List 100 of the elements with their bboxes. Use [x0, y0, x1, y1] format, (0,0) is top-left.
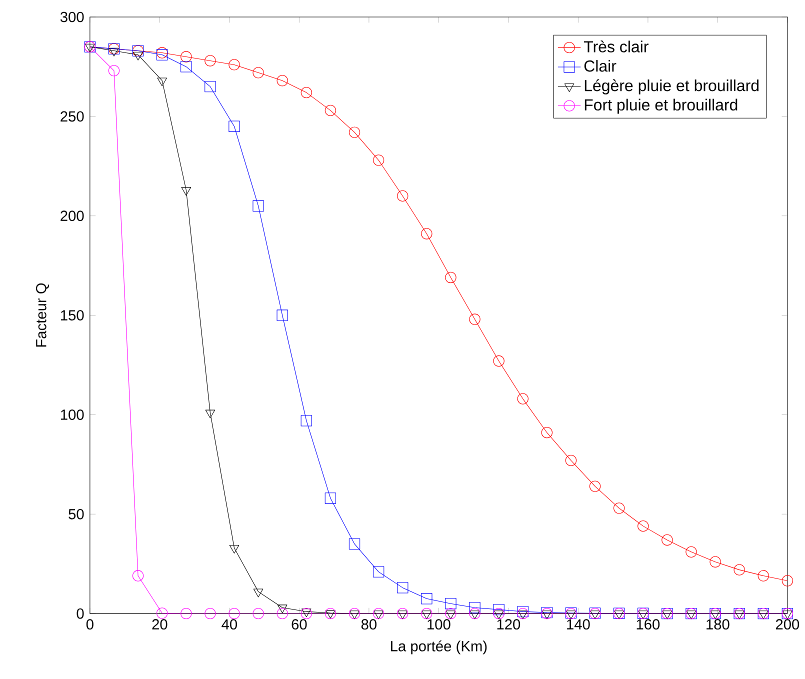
point — [252, 608, 264, 620]
point — [204, 608, 216, 620]
point — [421, 608, 432, 620]
point — [445, 608, 456, 620]
point — [350, 610, 360, 620]
y-tick-label: 50 — [68, 509, 84, 520]
x-tick-label: 100 — [428, 619, 450, 630]
legend-label: Légère pluie et brouillard — [584, 80, 759, 95]
point — [494, 610, 504, 620]
point — [300, 87, 312, 98]
point — [734, 564, 745, 576]
x-tick-label: 200 — [776, 619, 800, 630]
point — [686, 546, 697, 558]
point — [300, 415, 312, 427]
point — [590, 610, 600, 620]
point — [181, 187, 192, 196]
point — [229, 545, 240, 554]
point — [276, 310, 288, 322]
point — [252, 200, 264, 212]
point — [589, 480, 601, 492]
point — [422, 610, 432, 620]
point — [108, 65, 120, 77]
x-tick-label: 40 — [222, 619, 238, 630]
point — [132, 570, 144, 582]
point — [493, 604, 504, 616]
legend-label: Très clair — [584, 40, 648, 53]
point — [205, 410, 216, 419]
point — [421, 593, 432, 604]
y-axis-title: Facteur Q — [36, 284, 49, 347]
y-tick-label: 300 — [60, 12, 84, 22]
point — [157, 78, 167, 86]
point — [372, 566, 384, 578]
point — [276, 75, 288, 86]
point — [324, 492, 336, 504]
point — [758, 570, 769, 582]
point — [782, 575, 794, 587]
legend-label: Fort pluie et brouillard — [584, 99, 738, 114]
x-tick-label: 20 — [152, 619, 168, 630]
point — [324, 105, 336, 116]
x-tick-label: 80 — [361, 619, 377, 630]
point — [398, 610, 408, 620]
legend-label: Clair — [584, 60, 616, 72]
point — [204, 55, 216, 67]
point — [662, 534, 673, 546]
point — [228, 59, 240, 71]
x-axis-title: La portée (Km) — [391, 640, 487, 655]
point — [348, 538, 360, 550]
point — [156, 608, 168, 619]
y-tick-label: 150 — [61, 310, 84, 321]
point — [180, 51, 192, 63]
point — [542, 610, 552, 620]
y-tick-label: 250 — [60, 111, 84, 122]
point — [253, 588, 264, 598]
point — [469, 314, 480, 326]
point — [470, 610, 480, 620]
point — [421, 228, 432, 240]
x-tick-label: 140 — [567, 619, 590, 630]
point — [782, 610, 792, 620]
x-tick-label: 0 — [86, 619, 94, 630]
point — [446, 610, 456, 620]
point — [614, 610, 624, 620]
point — [228, 120, 240, 132]
point — [445, 272, 456, 284]
point — [397, 608, 408, 620]
point — [734, 610, 744, 620]
point — [541, 427, 553, 438]
point — [252, 67, 264, 78]
point — [566, 610, 576, 620]
point — [397, 582, 408, 594]
x-tick-label: 180 — [706, 619, 730, 630]
point — [133, 52, 143, 61]
x-tick-label: 120 — [497, 619, 520, 630]
point — [85, 44, 95, 53]
point — [638, 520, 649, 532]
point — [228, 608, 240, 620]
point — [493, 356, 504, 367]
point — [348, 608, 360, 620]
point — [372, 608, 384, 620]
point — [662, 610, 672, 620]
x-tick-label: 60 — [292, 619, 307, 630]
point — [372, 154, 384, 166]
point — [493, 608, 504, 620]
point — [180, 61, 192, 73]
point — [397, 190, 408, 202]
point — [445, 598, 456, 610]
point — [758, 610, 768, 620]
point — [565, 455, 577, 466]
point — [710, 556, 721, 568]
point — [277, 604, 288, 614]
x-tick-label: 160 — [636, 619, 660, 630]
point — [348, 126, 360, 138]
point — [638, 610, 648, 620]
point — [469, 602, 480, 614]
point — [517, 393, 528, 405]
y-tick-label: 200 — [60, 210, 84, 222]
point — [613, 502, 625, 514]
point — [204, 81, 216, 92]
point — [374, 610, 384, 620]
point — [686, 610, 696, 620]
point — [469, 608, 480, 620]
